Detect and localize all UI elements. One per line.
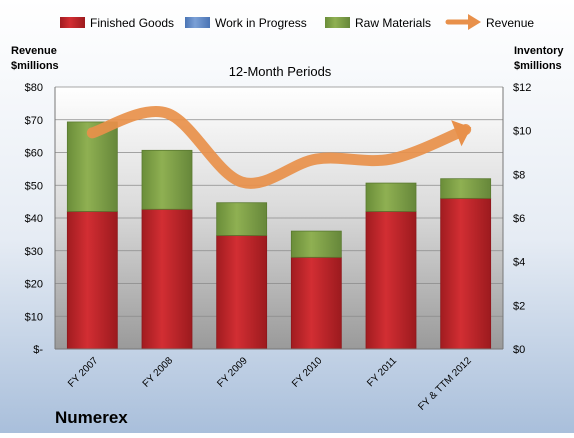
legend-label-revenue: Revenue [486,16,534,30]
bar-finished-goods-fy-2010 [290,256,342,350]
legend-swatch-finished-goods [60,17,85,28]
legend-label-raw-materials: Raw Materials [355,16,431,30]
bar-raw-materials-fy-2009 [216,202,268,236]
bar-raw-materials-fy-2010 [290,230,342,258]
left-tick-label-4: $40 [25,213,43,225]
right-tick-label-2: $4 [513,257,525,269]
left-axis-title-line1: Revenue [11,45,57,57]
legend-swatch-revenue-arrowhead [468,14,481,30]
revenue-line-arrowhead [451,120,472,147]
right-axis-title-line1: Inventory [514,45,564,57]
right-axis-title-line2: $millions [514,60,562,72]
left-tick-label-6: $60 [25,148,43,160]
bar-finished-goods-fy-ttm-2012 [440,197,492,350]
company-name: Numerex [55,408,128,427]
bar-finished-goods-fy-2009 [216,235,268,350]
right-tick-label-6: $12 [513,82,531,94]
bar-raw-materials-fy-2011 [365,182,417,212]
bar-raw-materials-fy-ttm-2012 [440,178,492,199]
bar-finished-goods-fy-2007 [66,211,118,350]
legend-swatch-work-in-progress [185,17,210,28]
left-tick-label-2: $20 [25,279,43,291]
left-axis-title-line2: $millions [11,60,59,72]
right-tick-label-4: $8 [513,169,525,181]
right-tick-label-0: $0 [513,344,525,356]
bars-group [66,121,492,350]
chart-title: 12-Month Periods [229,64,332,79]
left-tick-label-8: $80 [25,82,43,94]
right-tick-label-1: $2 [513,300,525,312]
bar-finished-goods-fy-2011 [365,211,417,350]
legend-swatch-raw-materials [325,17,350,28]
left-tick-label-7: $70 [25,115,43,127]
left-tick-label-5: $50 [25,180,43,192]
revenue-line-group [86,106,472,189]
legend-label-work-in-progress: Work in Progress [215,16,307,30]
left-tick-label-1: $10 [25,311,43,323]
legend-label-finished-goods: Finished Goods [90,16,174,30]
bar-raw-materials-fy-2008 [141,149,193,210]
left-tick-label-3: $30 [25,246,43,258]
legend: Finished Goods Work in Progress Raw Mate… [60,14,534,30]
bar-finished-goods-fy-2008 [141,208,193,350]
left-tick-label-0: $- [33,344,43,356]
right-tick-label-5: $10 [513,126,531,138]
revenue-line [86,106,472,189]
right-tick-label-3: $6 [513,213,525,225]
